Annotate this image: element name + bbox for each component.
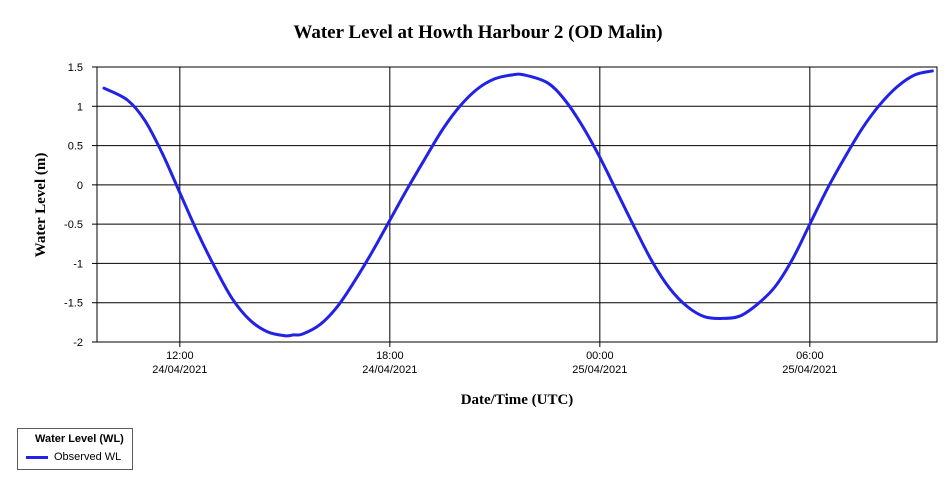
y-axis-title: Water Level (m) xyxy=(33,153,49,258)
y-tick-label: -1 xyxy=(73,258,83,270)
y-axis-ticks: 1.5 1 0.5 0 -0.5 -1 -1.5 -2 xyxy=(64,62,97,349)
y-tick-label: 1 xyxy=(77,101,83,113)
y-tick-label: 1.5 xyxy=(68,62,83,74)
x-tick-label-time: 00:00 xyxy=(586,350,614,362)
chart-title: Water Level at Howth Harbour 2 (OD Malin… xyxy=(293,22,662,43)
x-axis-title: Date/Time (UTC) xyxy=(461,392,574,408)
y-tick-label: -2 xyxy=(73,337,83,349)
x-axis-ticks: 12:00 24/04/2021 18:00 24/04/2021 00:00 25/04… xyxy=(152,342,837,376)
grid-lines xyxy=(97,66,937,343)
x-tick-label-date: 24/04/2021 xyxy=(362,364,417,376)
legend-entry-observed-wl: Observed WL xyxy=(26,451,121,463)
plot-area-frame xyxy=(96,66,938,343)
x-tick-label-time: 18:00 xyxy=(376,350,404,362)
legend: Water Level (WL) Observed WL xyxy=(17,428,133,470)
legend-title: Water Level (WL) xyxy=(35,433,124,445)
y-tick-label: -0.5 xyxy=(64,219,83,231)
x-tick-label-date: 25/04/2021 xyxy=(572,364,627,376)
legend-entry-label: Observed WL xyxy=(54,451,122,463)
y-tick-label: 0.5 xyxy=(68,141,83,153)
y-tick-label: 0 xyxy=(77,180,83,192)
x-tick-label-time: 12:00 xyxy=(166,350,194,362)
x-tick-label-time: 06:00 xyxy=(796,350,824,362)
x-tick-label-date: 25/04/2021 xyxy=(782,364,837,376)
legend-line-swatch xyxy=(26,455,48,459)
observed-wl-line xyxy=(102,69,934,338)
y-tick-label: -1.5 xyxy=(64,298,83,310)
x-tick-label-date: 24/04/2021 xyxy=(152,364,207,376)
